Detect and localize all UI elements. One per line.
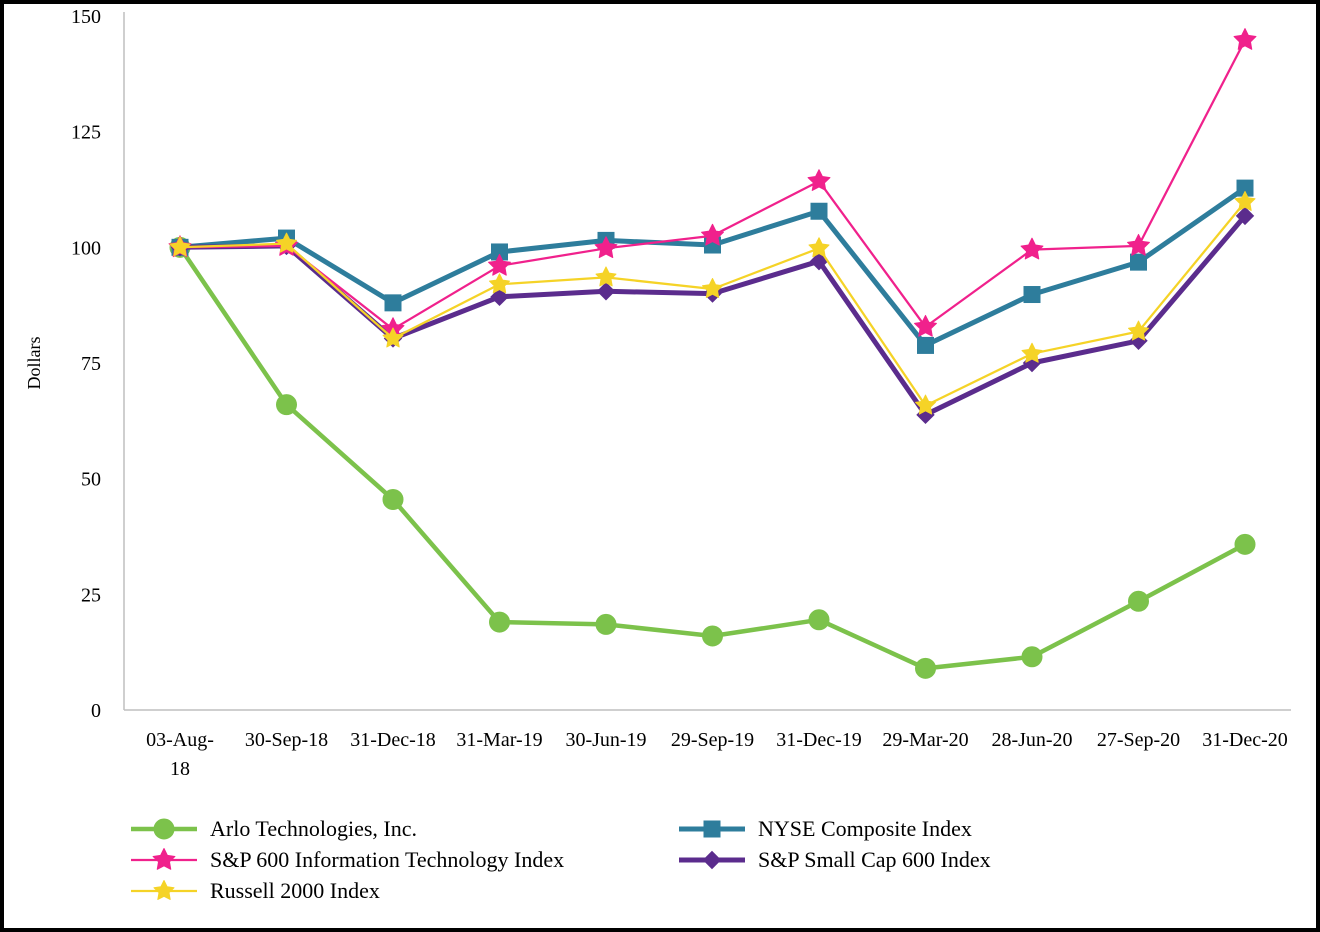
data-point-marker xyxy=(1020,237,1044,260)
data-point-marker xyxy=(489,273,510,294)
data-point-marker xyxy=(702,625,723,647)
x-tick-label: 18 xyxy=(170,758,190,780)
series-5 xyxy=(169,190,1256,415)
data-point-marker xyxy=(595,266,617,287)
x-tick-label: 31-Mar-19 xyxy=(456,729,542,751)
data-point-marker xyxy=(153,818,175,839)
x-tick-label: 27-Sep-20 xyxy=(1097,729,1180,751)
data-point-marker xyxy=(701,223,724,246)
data-point-marker xyxy=(596,282,616,301)
legend-label: NYSE Composite Index xyxy=(758,815,972,841)
legend-item: NYSE Composite Index xyxy=(678,814,991,843)
data-point-marker xyxy=(490,287,509,307)
legend-label: Arlo Technologies, Inc. xyxy=(210,815,418,841)
legend-item: Arlo Technologies, Inc. xyxy=(130,814,678,843)
y-tick-label: 75 xyxy=(81,353,101,375)
data-point-marker xyxy=(488,253,511,276)
legend-marker xyxy=(679,850,745,869)
series-1 xyxy=(169,236,1256,679)
legend-marker xyxy=(131,847,197,870)
data-point-marker xyxy=(1021,646,1043,668)
data-point-marker xyxy=(702,850,722,869)
y-tick-label: 150 xyxy=(71,6,101,28)
data-point-marker xyxy=(915,394,936,415)
x-tick-label: 31-Dec-20 xyxy=(1202,729,1288,751)
data-point-marker xyxy=(1233,28,1257,50)
x-tick-label: 29-Mar-20 xyxy=(882,729,968,751)
legend-marker xyxy=(131,879,197,900)
y-tick-label: 0 xyxy=(91,700,101,722)
data-point-marker xyxy=(382,488,404,510)
y-tick-label: 50 xyxy=(81,469,101,491)
series-2 xyxy=(171,179,1254,354)
data-point-marker xyxy=(807,169,831,191)
data-point-marker xyxy=(810,202,828,220)
legend-label: Russell 2000 Index xyxy=(210,877,380,903)
line-chart: 0 25 50 75 100 125 150 Dollars 03-Aug- 18 30-Sep-1… xyxy=(24,6,1291,780)
data-point-marker xyxy=(1130,253,1147,271)
data-point-marker xyxy=(702,277,723,298)
data-point-marker xyxy=(1128,320,1149,341)
legend-label: S&P Small Cap 600 Index xyxy=(758,846,991,872)
y-axis-title: Dollars xyxy=(24,337,44,390)
x-tick-label: 03-Aug- xyxy=(146,729,214,751)
data-point-marker xyxy=(1128,590,1149,612)
data-point-marker xyxy=(915,657,936,679)
data-point-marker xyxy=(808,237,830,258)
series-line xyxy=(177,245,1248,671)
legend-item: S&P 600 Information Technology Index xyxy=(130,845,678,874)
legend-item: Russell 2000 Index xyxy=(130,876,678,905)
legend-item: S&P Small Cap 600 Index xyxy=(678,845,991,874)
data-point-marker xyxy=(152,847,176,870)
data-point-marker xyxy=(1234,190,1256,211)
data-point-marker xyxy=(489,611,510,633)
legend-marker xyxy=(679,820,745,837)
data-point-marker xyxy=(1235,206,1255,226)
data-point-marker xyxy=(382,327,404,348)
data-point-marker xyxy=(276,232,297,253)
data-point-marker xyxy=(153,879,175,900)
data-point-marker xyxy=(595,613,617,635)
x-tick-label: 31-Dec-19 xyxy=(776,729,862,751)
data-point-marker xyxy=(808,609,830,631)
x-tick-label: 28-Jun-20 xyxy=(991,729,1072,751)
y-tick-label: 100 xyxy=(71,237,101,259)
data-point-marker xyxy=(703,820,721,837)
data-point-marker xyxy=(1023,286,1041,304)
legend-label: S&P 600 Information Technology Index xyxy=(210,846,565,872)
chart-legend: Arlo Technologies, Inc. NYSE Composite In… xyxy=(130,814,991,905)
series-line xyxy=(177,185,1248,348)
data-point-marker xyxy=(594,236,618,259)
x-tick-label: 30-Jun-19 xyxy=(565,729,646,751)
x-tick-label: 31-Dec-18 xyxy=(350,729,436,751)
x-tick-label: 29-Sep-19 xyxy=(671,729,754,751)
data-point-marker xyxy=(169,236,191,257)
data-point-marker xyxy=(1127,233,1150,256)
data-point-marker xyxy=(276,394,297,416)
x-tick-label: 30-Sep-18 xyxy=(245,729,328,751)
legend-marker xyxy=(131,818,197,839)
data-point-marker xyxy=(1021,342,1043,363)
data-point-marker xyxy=(914,314,937,337)
y-tick-label: 25 xyxy=(81,584,101,606)
data-point-marker xyxy=(384,294,402,312)
data-point-marker xyxy=(1234,533,1256,555)
data-point-marker xyxy=(917,336,934,354)
y-tick-label: 125 xyxy=(71,122,101,144)
